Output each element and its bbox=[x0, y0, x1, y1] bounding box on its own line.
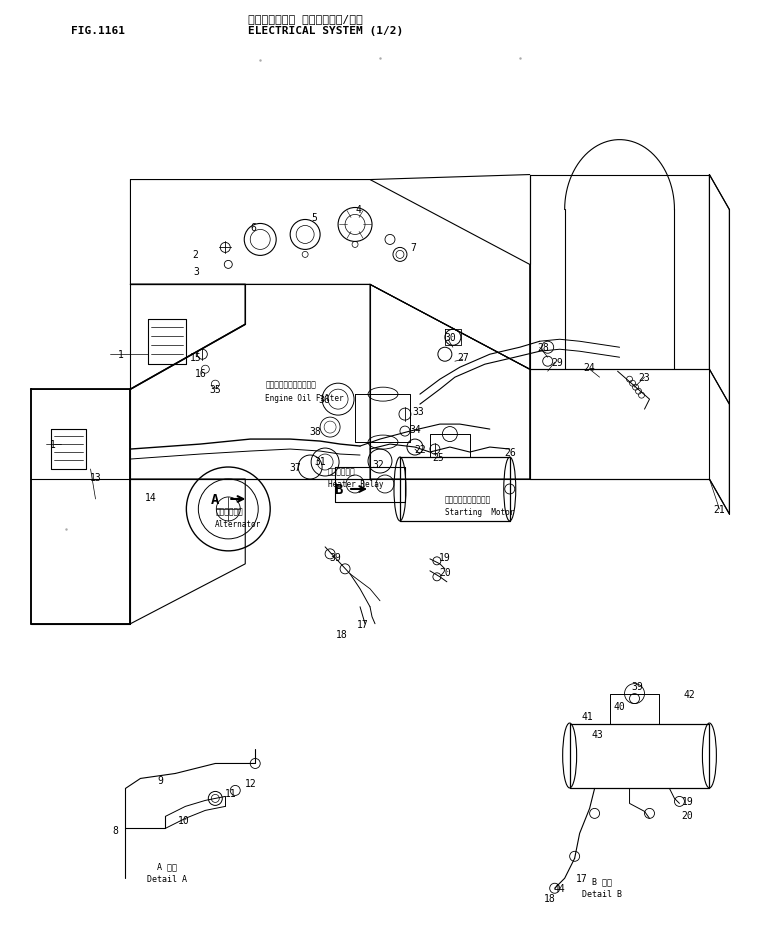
Text: ELECTRICAL SYSTEM (1/2): ELECTRICAL SYSTEM (1/2) bbox=[249, 26, 404, 36]
Text: 9: 9 bbox=[157, 776, 163, 785]
Text: Detail B: Detail B bbox=[581, 889, 622, 898]
Text: 11: 11 bbox=[224, 788, 236, 799]
Text: 18: 18 bbox=[336, 629, 348, 639]
Text: 3: 3 bbox=[193, 268, 199, 277]
Text: 25: 25 bbox=[432, 452, 444, 463]
Text: 38: 38 bbox=[309, 426, 321, 437]
Text: 16: 16 bbox=[195, 368, 206, 379]
Text: 12: 12 bbox=[245, 779, 256, 788]
Text: 24: 24 bbox=[584, 363, 596, 373]
Text: 27: 27 bbox=[457, 353, 469, 363]
Text: スターティングモータ: スターティングモータ bbox=[445, 495, 491, 504]
Text: B: B bbox=[334, 483, 342, 496]
Text: 23: 23 bbox=[638, 373, 651, 383]
Text: 19: 19 bbox=[439, 552, 451, 563]
Text: 29: 29 bbox=[552, 358, 564, 367]
Text: 21: 21 bbox=[714, 505, 725, 514]
Text: エレクトリカル システム（１/２）: エレクトリカル システム（１/２） bbox=[249, 14, 363, 24]
Text: Engine Oil Filter: Engine Oil Filter bbox=[265, 393, 344, 403]
Text: Alternator: Alternator bbox=[215, 520, 261, 529]
Text: 4: 4 bbox=[355, 206, 361, 215]
Text: 1: 1 bbox=[49, 440, 55, 449]
Text: 26: 26 bbox=[504, 447, 515, 458]
Text: 34: 34 bbox=[409, 425, 421, 435]
Text: 44: 44 bbox=[554, 883, 565, 893]
Text: Detail A: Detail A bbox=[147, 874, 188, 883]
Text: 1: 1 bbox=[118, 349, 123, 360]
Text: 43: 43 bbox=[592, 729, 603, 739]
Text: 40: 40 bbox=[613, 701, 625, 711]
Text: 39: 39 bbox=[632, 681, 644, 691]
Text: 35: 35 bbox=[210, 385, 221, 395]
Text: 33: 33 bbox=[412, 407, 424, 417]
Text: FIG.1161: FIG.1161 bbox=[71, 26, 125, 36]
Text: 37: 37 bbox=[290, 463, 301, 472]
Text: 14: 14 bbox=[144, 492, 157, 503]
Text: 17: 17 bbox=[576, 873, 587, 883]
Text: 32: 32 bbox=[372, 460, 384, 469]
Text: 15: 15 bbox=[189, 353, 201, 363]
Text: 18: 18 bbox=[544, 893, 556, 903]
Text: Heater Relay: Heater Relay bbox=[328, 480, 384, 489]
Text: エンジンオイルフィルタ: エンジンオイルフィルタ bbox=[265, 380, 316, 389]
Text: 7: 7 bbox=[410, 243, 416, 253]
Text: 19: 19 bbox=[682, 797, 693, 806]
Text: 20: 20 bbox=[682, 810, 693, 821]
Text: 28: 28 bbox=[537, 343, 549, 353]
Text: ヒータリレー: ヒータリレー bbox=[328, 467, 356, 476]
Text: 36: 36 bbox=[318, 395, 330, 405]
Text: 5: 5 bbox=[311, 213, 317, 223]
Text: 17: 17 bbox=[357, 619, 369, 629]
Text: Starting  Motor: Starting Motor bbox=[445, 508, 515, 517]
Text: 13: 13 bbox=[90, 472, 101, 483]
Text: 2: 2 bbox=[192, 250, 198, 260]
Text: B 詳細: B 詳細 bbox=[591, 877, 612, 885]
Text: 39: 39 bbox=[329, 552, 341, 563]
Text: 22: 22 bbox=[414, 445, 426, 454]
Text: 42: 42 bbox=[683, 689, 695, 699]
Text: 41: 41 bbox=[581, 711, 594, 721]
Text: 31: 31 bbox=[314, 457, 326, 466]
Text: 6: 6 bbox=[250, 223, 256, 233]
Text: 10: 10 bbox=[178, 816, 189, 825]
Text: 30: 30 bbox=[444, 333, 456, 343]
Text: オルタネータ: オルタネータ bbox=[215, 506, 243, 516]
Text: 20: 20 bbox=[439, 567, 451, 577]
Text: 8: 8 bbox=[112, 825, 119, 836]
Text: A: A bbox=[211, 492, 220, 506]
Text: A 詳細: A 詳細 bbox=[157, 862, 177, 871]
